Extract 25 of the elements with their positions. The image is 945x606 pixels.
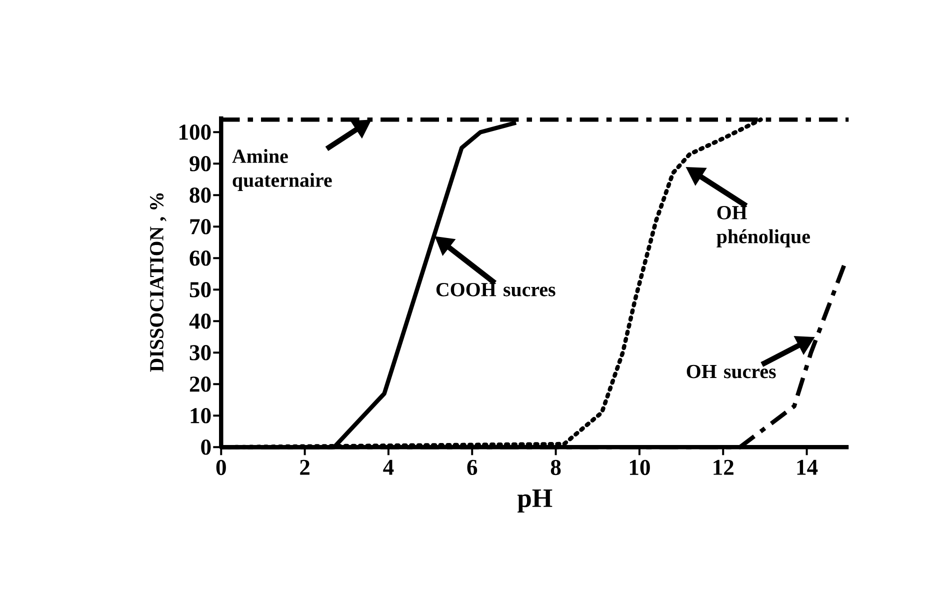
y-tick-label: 70: [190, 219, 211, 234]
x-tick-label: 14: [797, 460, 818, 475]
y-tick-label: 50: [190, 282, 211, 298]
y-tick-label: 20: [190, 376, 211, 392]
x-tick-label: 0: [216, 460, 226, 476]
y-tick-label: 10: [190, 408, 211, 424]
x-tick-label: 8: [550, 460, 561, 476]
y-tick-label: 100: [180, 124, 211, 140]
x-tick-label: 12: [714, 460, 734, 475]
y-tick-label: 90: [190, 156, 211, 172]
y-tick-label: 40: [189, 314, 211, 329]
y-tick-label: 0: [201, 440, 211, 455]
annotation: OH phénolique: [716, 206, 810, 248]
y-tick-label: 80: [190, 188, 211, 203]
x-axis-title: pH: [517, 490, 552, 513]
y-tick-label: 60: [190, 250, 211, 266]
y-tick-label: 30: [190, 345, 211, 360]
y-axis-title: DISSOCIATION , %: [150, 193, 166, 372]
x-tick-label: 10: [630, 460, 650, 476]
x-tick-label: 6: [467, 460, 478, 476]
annotation: OH sucres: [686, 364, 776, 378]
x-tick-label: 4: [383, 460, 394, 475]
annotation: COOH sucres: [436, 282, 556, 296]
annotation: Amine quaternaire: [232, 149, 332, 191]
x-tick-label: 2: [300, 460, 310, 475]
